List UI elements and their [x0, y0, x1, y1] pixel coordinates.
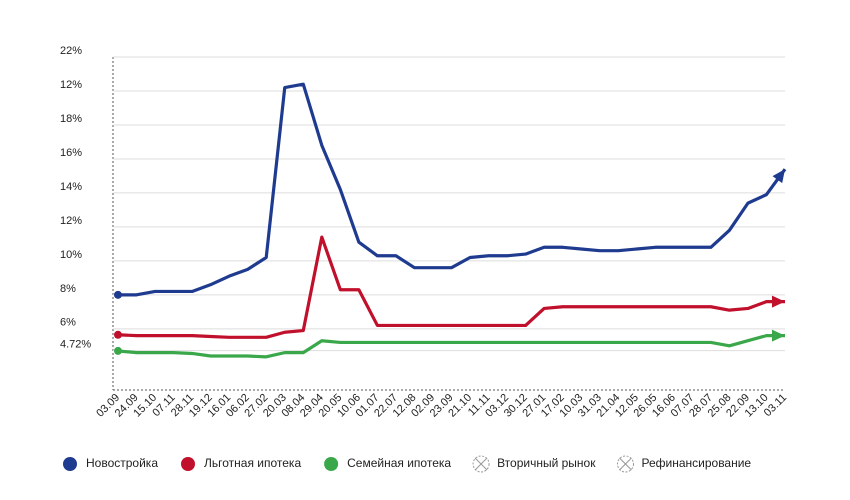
legend-label: Семейная ипотека — [347, 456, 451, 470]
y-tick-label: 4.72% — [60, 338, 91, 350]
y-tick-label: 22% — [60, 45, 82, 57]
icon-part — [472, 455, 490, 473]
y-tick-label: 16% — [60, 147, 82, 159]
legend-icon-off — [616, 455, 634, 473]
legend-swatch — [324, 457, 339, 471]
y-tick-label: 14% — [60, 181, 82, 193]
legend-label: Льготная ипотека — [204, 456, 301, 470]
y-tick-label: 12% — [60, 215, 82, 227]
y-tick-label: 10% — [60, 249, 82, 261]
y-tick-label: 18% — [60, 113, 82, 125]
legend-icon-off — [472, 455, 490, 473]
legend-label: Вторичный рынок — [497, 456, 596, 470]
end-arrow — [772, 169, 785, 184]
icon-part — [474, 457, 488, 471]
series-line — [117, 235, 785, 339]
y-tick-label: 6% — [60, 317, 76, 329]
legend-label: Новостройка — [86, 456, 158, 470]
series-line — [118, 82, 787, 297]
y-tick-label: 8% — [60, 283, 76, 295]
end-arrow — [772, 295, 785, 308]
start-dot — [114, 346, 122, 355]
y-tick-label: 12% — [60, 79, 82, 91]
legend-label: Рефинансирование — [641, 456, 751, 470]
icon-part — [619, 457, 632, 471]
start-dot — [114, 290, 122, 299]
start-dot — [114, 330, 122, 339]
legend-swatch — [181, 457, 195, 471]
legend-swatch — [63, 457, 77, 471]
end-arrow — [772, 329, 785, 342]
series-line — [117, 334, 785, 359]
icon-part — [616, 455, 634, 473]
